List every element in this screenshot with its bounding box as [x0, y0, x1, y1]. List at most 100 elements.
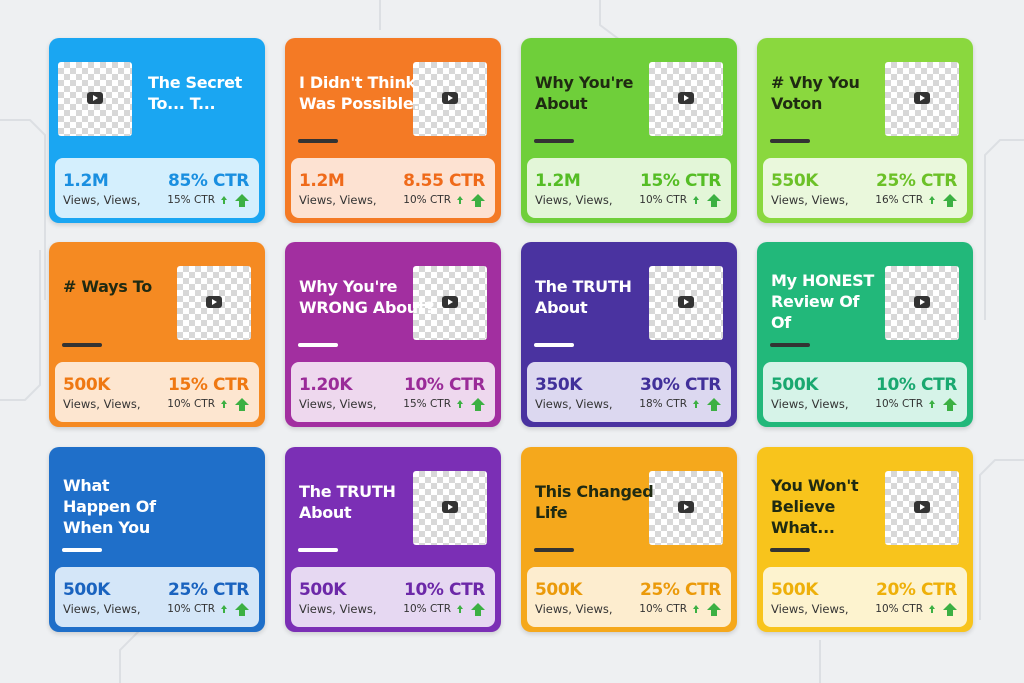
- title-line: I Didn't Think: [299, 73, 416, 92]
- ctr-value: 10% CTR: [404, 375, 485, 395]
- views-label: Views, Views,: [771, 602, 849, 616]
- card-title: You Won't Believe What...: [771, 475, 859, 538]
- thumbnail: [413, 62, 487, 136]
- views-count: 1.2M: [63, 171, 109, 191]
- stats-panel: 1.2M 8.55 CTR Views, Views, 10% CTR: [291, 158, 495, 218]
- thumbnail: [885, 471, 959, 545]
- thumbnail: [177, 266, 251, 340]
- title-line: About: [535, 298, 588, 317]
- video-card: I Didn't Think Was Possible. 1.2M 8.55 CTR V…: [285, 38, 501, 223]
- ctr-value: 30% CTR: [640, 375, 721, 395]
- trend-arrow-small: [693, 400, 699, 408]
- underline: [770, 343, 810, 347]
- small-ctr: 10% CTR: [167, 603, 215, 615]
- play-icon: [678, 501, 694, 513]
- play-icon: [206, 296, 222, 308]
- video-card: What Happen Of When You 500K 25% CTR Views, V…: [49, 447, 265, 632]
- title-line: Review Of: [771, 292, 860, 311]
- views-count: 500K: [63, 580, 111, 600]
- trend-arrow: [235, 603, 249, 616]
- underline: [62, 343, 102, 347]
- card-title: # Ways To: [63, 276, 152, 297]
- title-line: This Changed: [535, 482, 654, 501]
- thumbnail: [885, 62, 959, 136]
- title-line: Of: [771, 313, 791, 332]
- views-count: 500K: [771, 375, 819, 395]
- trend-arrow-small: [929, 196, 935, 204]
- views-count: 1.20K: [299, 375, 353, 395]
- views-count: 500K: [63, 375, 111, 395]
- trend-arrow: [943, 398, 957, 411]
- small-ctr: 10% CTR: [639, 603, 687, 615]
- card-title: I Didn't Think Was Possible.: [299, 72, 419, 114]
- title-line: You Won't: [771, 476, 859, 495]
- ctr-value: 8.55 CTR: [403, 171, 485, 191]
- ctr-value: 25% CTR: [168, 580, 249, 600]
- play-icon: [678, 296, 694, 308]
- views-count: 1.2M: [299, 171, 345, 191]
- small-ctr: 15% CTR: [167, 194, 215, 206]
- thumbnail: [649, 471, 723, 545]
- small-ctr: 16% CTR: [875, 194, 923, 206]
- trend-arrow-small: [929, 605, 935, 613]
- title-line: Why You're: [535, 73, 634, 92]
- title-line: To... T...: [148, 94, 216, 113]
- views-label: Views, Views,: [299, 602, 377, 616]
- trend-arrow-small: [221, 605, 227, 613]
- ctr-value: 10% CTR: [876, 375, 957, 395]
- stats-panel: 350K 30% CTR Views, Views, 18% CTR: [527, 362, 731, 422]
- trend-arrow: [471, 603, 485, 616]
- trend-arrow-small: [457, 605, 463, 613]
- card-title: The TRUTH About: [535, 276, 632, 318]
- video-card: My HONEST Review Of Of 500K 10% CTR Views, Vi…: [757, 242, 973, 427]
- title-line: Happen Of: [63, 497, 156, 516]
- video-card: You Won't Believe What... 500K 20% CTR Views,…: [757, 447, 973, 632]
- play-icon: [87, 92, 103, 104]
- stats-panel: 500K 10% CTR Views, Views, 10% CTR: [763, 362, 967, 422]
- stats-panel: 500K 25% CTR Views, Views, 10% CTR: [55, 567, 259, 627]
- underline: [534, 343, 574, 347]
- card-title: The Secret To... T...: [148, 72, 242, 114]
- trend-arrow-small: [693, 196, 699, 204]
- video-card: Why You're WRONG About? 1.20K 10% CTR Views,…: [285, 242, 501, 427]
- views-label: Views, Views,: [771, 397, 849, 411]
- card-title: My HONEST Review Of Of: [771, 270, 874, 333]
- title-line: # Ways To: [63, 277, 152, 296]
- video-card: # Vhy You Voton 550K 25% CTR Views, Views, 16…: [757, 38, 973, 223]
- video-card: Why You're About 1.2M 15% CTR Views, Views, 1…: [521, 38, 737, 223]
- stats-panel: 500K 25% CTR Views, Views, 10% CTR: [527, 567, 731, 627]
- trend-arrow: [707, 603, 721, 616]
- views-label: Views, Views,: [63, 397, 141, 411]
- thumbnail: [649, 62, 723, 136]
- video-card: The TRUTH About 350K 30% CTR Views, Views, 18…: [521, 242, 737, 427]
- card-title: Why You're WRONG About?: [299, 276, 435, 318]
- views-label: Views, Views,: [535, 397, 613, 411]
- views-label: Views, Views,: [535, 193, 613, 207]
- small-ctr: 15% CTR: [403, 398, 451, 410]
- views-count: 500K: [299, 580, 347, 600]
- ctr-value: 15% CTR: [640, 171, 721, 191]
- play-icon: [442, 501, 458, 513]
- underline: [62, 548, 102, 552]
- small-ctr: 10% CTR: [403, 603, 451, 615]
- title-line: The TRUTH: [299, 482, 396, 501]
- stats-panel: 500K 15% CTR Views, Views, 10% CTR: [55, 362, 259, 422]
- underline: [298, 548, 338, 552]
- small-ctr: 10% CTR: [403, 194, 451, 206]
- trend-arrow: [235, 398, 249, 411]
- views-label: Views, Views,: [535, 602, 613, 616]
- underline: [534, 139, 574, 143]
- small-ctr: 10% CTR: [167, 398, 215, 410]
- underline: [298, 139, 338, 143]
- views-label: Views, Views,: [63, 193, 141, 207]
- small-ctr: 10% CTR: [875, 398, 923, 410]
- trend-arrow-small: [929, 400, 935, 408]
- trend-arrow: [707, 194, 721, 207]
- trend-arrow: [707, 398, 721, 411]
- stats-panel: 550K 25% CTR Views, Views, 16% CTR: [763, 158, 967, 218]
- play-icon: [678, 92, 694, 104]
- title-line: WRONG About?: [299, 298, 435, 317]
- title-line: When You: [63, 518, 150, 537]
- small-ctr: 10% CTR: [875, 603, 923, 615]
